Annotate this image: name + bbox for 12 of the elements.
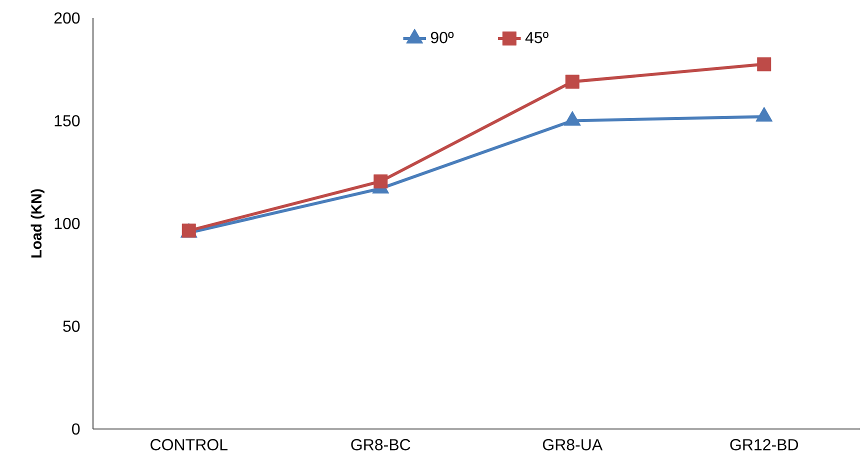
y-tick-label: 100 (54, 218, 80, 230)
x-tick-label: GR8-BC (351, 439, 410, 450)
y-tick-label: 0 (72, 423, 80, 435)
y-axis-title: Load (KN) (30, 189, 44, 258)
y-tick-label: 200 (54, 12, 80, 24)
x-tick-label: GR12-BD (730, 439, 798, 450)
legend-label: 90º (430, 32, 454, 44)
legend-label: 45º (525, 32, 548, 44)
x-tick-label: GR8-UA (542, 439, 603, 450)
y-tick-label: 50 (63, 320, 80, 332)
x-tick-label: CONTROL (150, 439, 228, 450)
y-tick-label: 150 (54, 115, 80, 126)
